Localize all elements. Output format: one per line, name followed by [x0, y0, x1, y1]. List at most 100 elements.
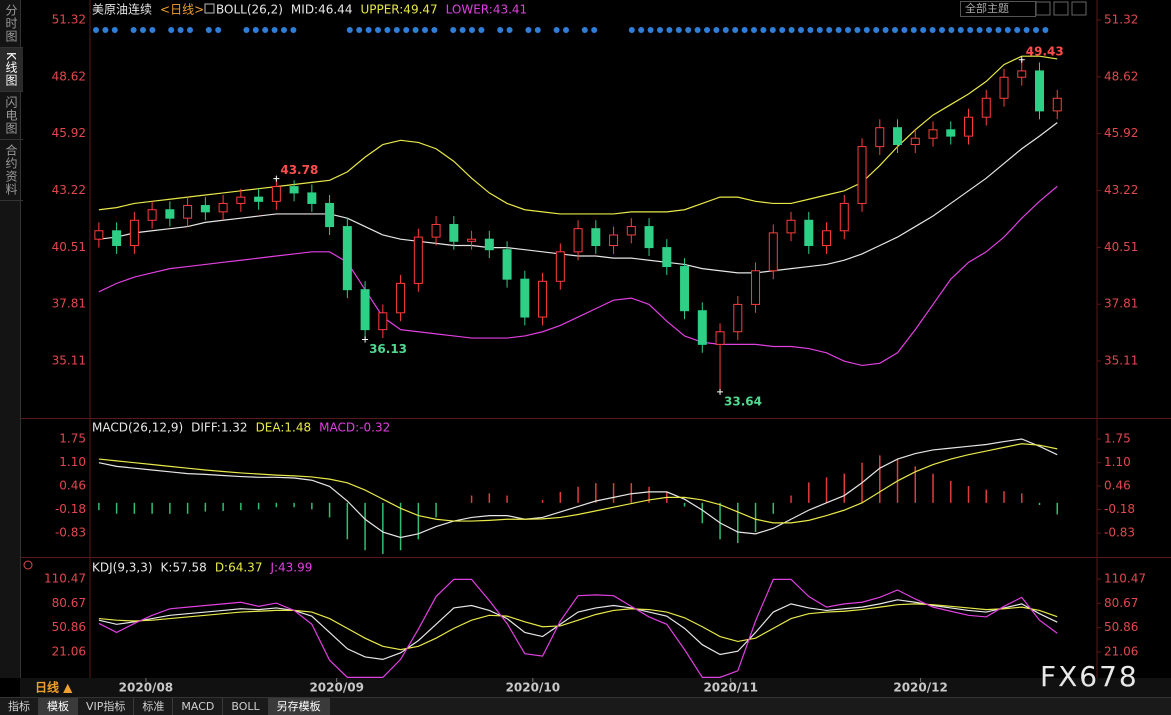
candle-body — [697, 310, 707, 345]
candle-body — [218, 202, 228, 213]
signal-dot — [591, 27, 598, 33]
y-tick-label: 37.81 — [52, 297, 86, 311]
signal-dot — [1042, 27, 1049, 33]
signal-dot — [807, 27, 814, 33]
signal-dot — [967, 27, 974, 33]
candle-body — [946, 129, 956, 137]
window-button[interactable] — [1071, 1, 1087, 16]
candle-body — [928, 129, 938, 139]
y-tick-label: 1.75 — [1104, 432, 1131, 446]
signal-dot — [976, 27, 983, 33]
signal-dot — [1023, 27, 1030, 33]
signal-dot — [939, 27, 945, 33]
extreme-label: 49.43 — [1026, 44, 1064, 58]
indicator-header: DEA:1.48 — [256, 421, 312, 435]
signal-dot — [102, 27, 109, 33]
candle-body — [573, 228, 583, 253]
signal-dot — [920, 27, 927, 33]
candle-body — [502, 249, 512, 280]
sidebar-tab[interactable]: 合约资料 — [0, 140, 23, 201]
signal-dot — [1033, 27, 1039, 33]
theme-dropdown[interactable]: 全部主题 — [960, 1, 1036, 17]
indicator-header: LOWER:43.41 — [446, 3, 528, 17]
candle-body — [396, 282, 406, 314]
signal-dot — [628, 27, 635, 33]
signal-dot — [205, 27, 212, 33]
candle-body — [254, 196, 264, 202]
window-button[interactable] — [1035, 1, 1051, 16]
candle-body — [342, 226, 352, 291]
indicator-header: MID:46.44 — [291, 3, 353, 17]
indicator-header: <日线> — [160, 3, 204, 17]
signal-dot — [657, 27, 663, 33]
signal-dot — [262, 27, 269, 33]
signal-dot — [375, 27, 381, 33]
tab[interactable]: MACD — [173, 698, 224, 715]
candle-body — [875, 127, 885, 148]
extreme-label: 33.64 — [724, 394, 762, 408]
candle-body — [626, 226, 636, 236]
signal-dot — [563, 27, 569, 33]
period-label[interactable]: 日线 ▲ — [35, 680, 73, 695]
signal-dot — [553, 27, 560, 33]
tab[interactable]: 指标 — [0, 698, 39, 715]
sidebar-tab[interactable]: 闪电图 — [0, 92, 23, 140]
candle-body — [360, 289, 370, 331]
y-tick-label: 45.92 — [52, 126, 86, 140]
window-button[interactable] — [1053, 1, 1069, 16]
candle-body — [165, 209, 175, 219]
tab[interactable]: VIP指标 — [78, 698, 135, 715]
signal-dot — [346, 27, 353, 33]
signal-dot — [779, 27, 786, 33]
signal-dot — [365, 27, 372, 33]
indicator-icon — [204, 3, 215, 14]
y-tick-label: 21.06 — [52, 645, 86, 659]
extreme-marker — [273, 175, 280, 182]
signal-dot — [732, 27, 739, 33]
y-tick-label: 35.11 — [52, 353, 86, 367]
y-tick-label: 40.51 — [1104, 240, 1138, 254]
candle-body — [289, 186, 299, 194]
signal-dot — [252, 27, 259, 33]
signal-dot — [187, 27, 193, 33]
candle-body — [449, 223, 459, 242]
candle-body — [413, 236, 423, 284]
signal-dot — [450, 27, 457, 33]
y-tick-label: 110.47 — [1104, 572, 1146, 586]
y-tick-label: 51.32 — [52, 13, 86, 27]
sidebar-tab[interactable]: 分时图 — [0, 0, 23, 48]
signal-dot — [431, 27, 438, 33]
indicator-line — [98, 443, 1058, 524]
signal-dot — [403, 27, 410, 33]
candle-body — [484, 238, 494, 251]
signal-dot — [873, 27, 880, 33]
x-tick-label: 2020/12 — [893, 681, 947, 695]
signal-dot — [986, 27, 992, 33]
signal-dot — [722, 27, 729, 33]
sidebar-tab[interactable]: K线图 — [0, 48, 23, 92]
signal-dot — [798, 27, 804, 33]
y-tick-label: 80.67 — [52, 596, 86, 610]
candle-body — [271, 186, 281, 202]
signal-dot — [713, 27, 720, 33]
signal-dot — [929, 27, 936, 33]
candle-body — [822, 230, 832, 247]
y-tick-label: 43.22 — [52, 183, 86, 197]
tab[interactable]: BOLL — [223, 698, 269, 715]
signal-dot — [422, 27, 428, 33]
signal-dot — [892, 27, 898, 33]
tab[interactable]: 模板 — [39, 698, 78, 715]
y-tick-label: 1.10 — [1104, 455, 1131, 469]
tab[interactable]: 标准 — [134, 698, 174, 715]
tab[interactable]: 另存模板 — [268, 698, 330, 715]
candle-body — [431, 223, 441, 238]
settings-icon[interactable] — [23, 560, 33, 570]
x-tick-label: 2020/11 — [703, 681, 757, 695]
signal-dot — [111, 27, 118, 33]
extreme-marker — [1018, 56, 1025, 63]
y-tick-label: 50.86 — [52, 620, 86, 634]
signal-dot — [281, 27, 287, 33]
candle-body — [662, 247, 672, 268]
indicator-header: DIFF:1.32 — [191, 421, 247, 435]
